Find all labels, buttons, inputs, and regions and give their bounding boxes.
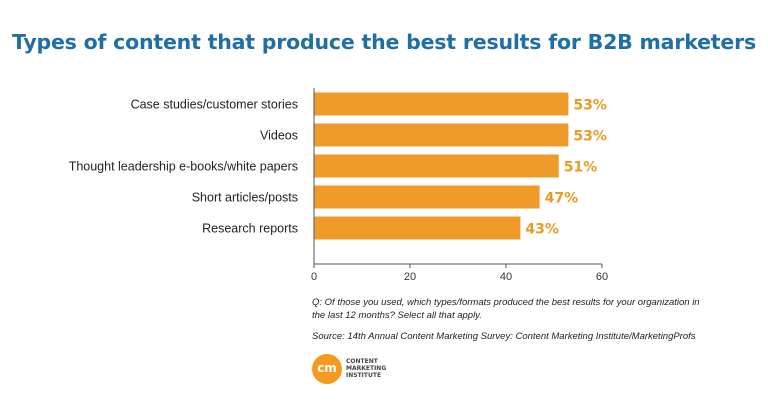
cmi-logo: cm CONTENT MARKETING INSTITUTE — [312, 354, 402, 384]
category-label: Case studies/customer stories — [131, 98, 298, 112]
x-tick-label: 60 — [596, 271, 608, 283]
value-label: 47% — [545, 191, 579, 207]
bar — [314, 185, 540, 209]
chart-title: Types of content that produce the best r… — [11, 30, 757, 54]
bar — [314, 92, 569, 116]
source-note: Source: 14th Annual Content Marketing Su… — [312, 331, 696, 342]
bar — [314, 123, 569, 147]
cmi-logo-line3: INSTITUTE — [346, 372, 382, 379]
cmi-logo-line1: CONTENT — [346, 358, 378, 365]
bar — [314, 154, 559, 178]
value-label: 51% — [564, 160, 598, 176]
category-label: Short articles/posts — [192, 191, 298, 205]
survey-question: Q: Of those you used, which types/format… — [312, 297, 700, 321]
x-tick-label: 40 — [500, 271, 512, 283]
category-label: Videos — [260, 129, 298, 143]
cmi-logo-badge: cm — [312, 354, 342, 384]
x-tick-label: 0 — [311, 271, 317, 283]
value-label: 53% — [573, 98, 607, 114]
value-label: 43% — [525, 222, 559, 238]
bar — [314, 216, 521, 240]
value-label: 53% — [573, 129, 607, 145]
cmi-logo-initials: cm — [317, 361, 337, 375]
bar-chart: Case studies/customer stories 53% Videos 53… — [69, 88, 608, 283]
category-label: Research reports — [202, 222, 298, 236]
category-label: Thought leadership e-books/white papers — [69, 160, 298, 174]
x-tick-label: 20 — [404, 271, 416, 283]
cmi-logo-text: CONTENT MARKETING INSTITUTE — [346, 358, 386, 379]
cmi-logo-line2: MARKETING — [346, 365, 387, 372]
